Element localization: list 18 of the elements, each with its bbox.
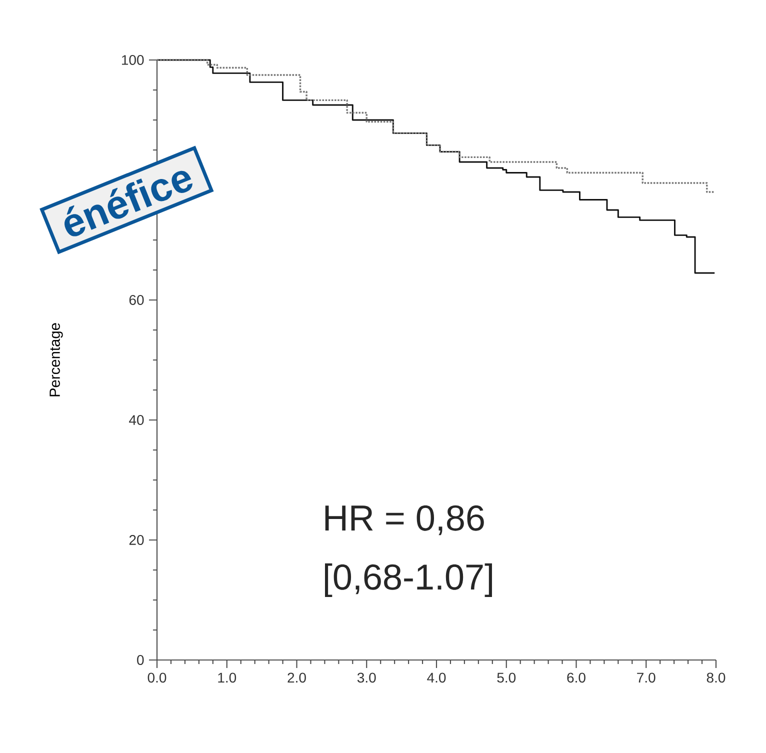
x-tick-label: 7.0 [637,672,656,683]
x-tick-label: 2.0 [288,672,306,683]
y-tick-label: 20 [129,535,144,545]
x-tick-label: 0.0 [148,672,166,683]
x-tick-label: 1.0 [218,672,236,683]
annotation: [0,68-1.07] [324,563,492,597]
x-tick-label: 4.0 [427,672,446,683]
x-tick-label: 6.0 [567,672,586,683]
y-tick-label: 100 [122,55,144,65]
y-tick-label: 40 [129,415,144,425]
x-tick-label: 3.0 [357,672,376,683]
y-tick-label: 60 [129,295,144,305]
y-axis-title: Percentage [50,323,63,396]
annotation: HR = 0,86 [325,505,484,536]
x-tick-label: 5.0 [497,672,516,683]
x-tick-label: 8.0 [706,672,726,683]
y-tick-label: 0 [137,655,144,665]
annotation: énéfice [64,170,192,236]
